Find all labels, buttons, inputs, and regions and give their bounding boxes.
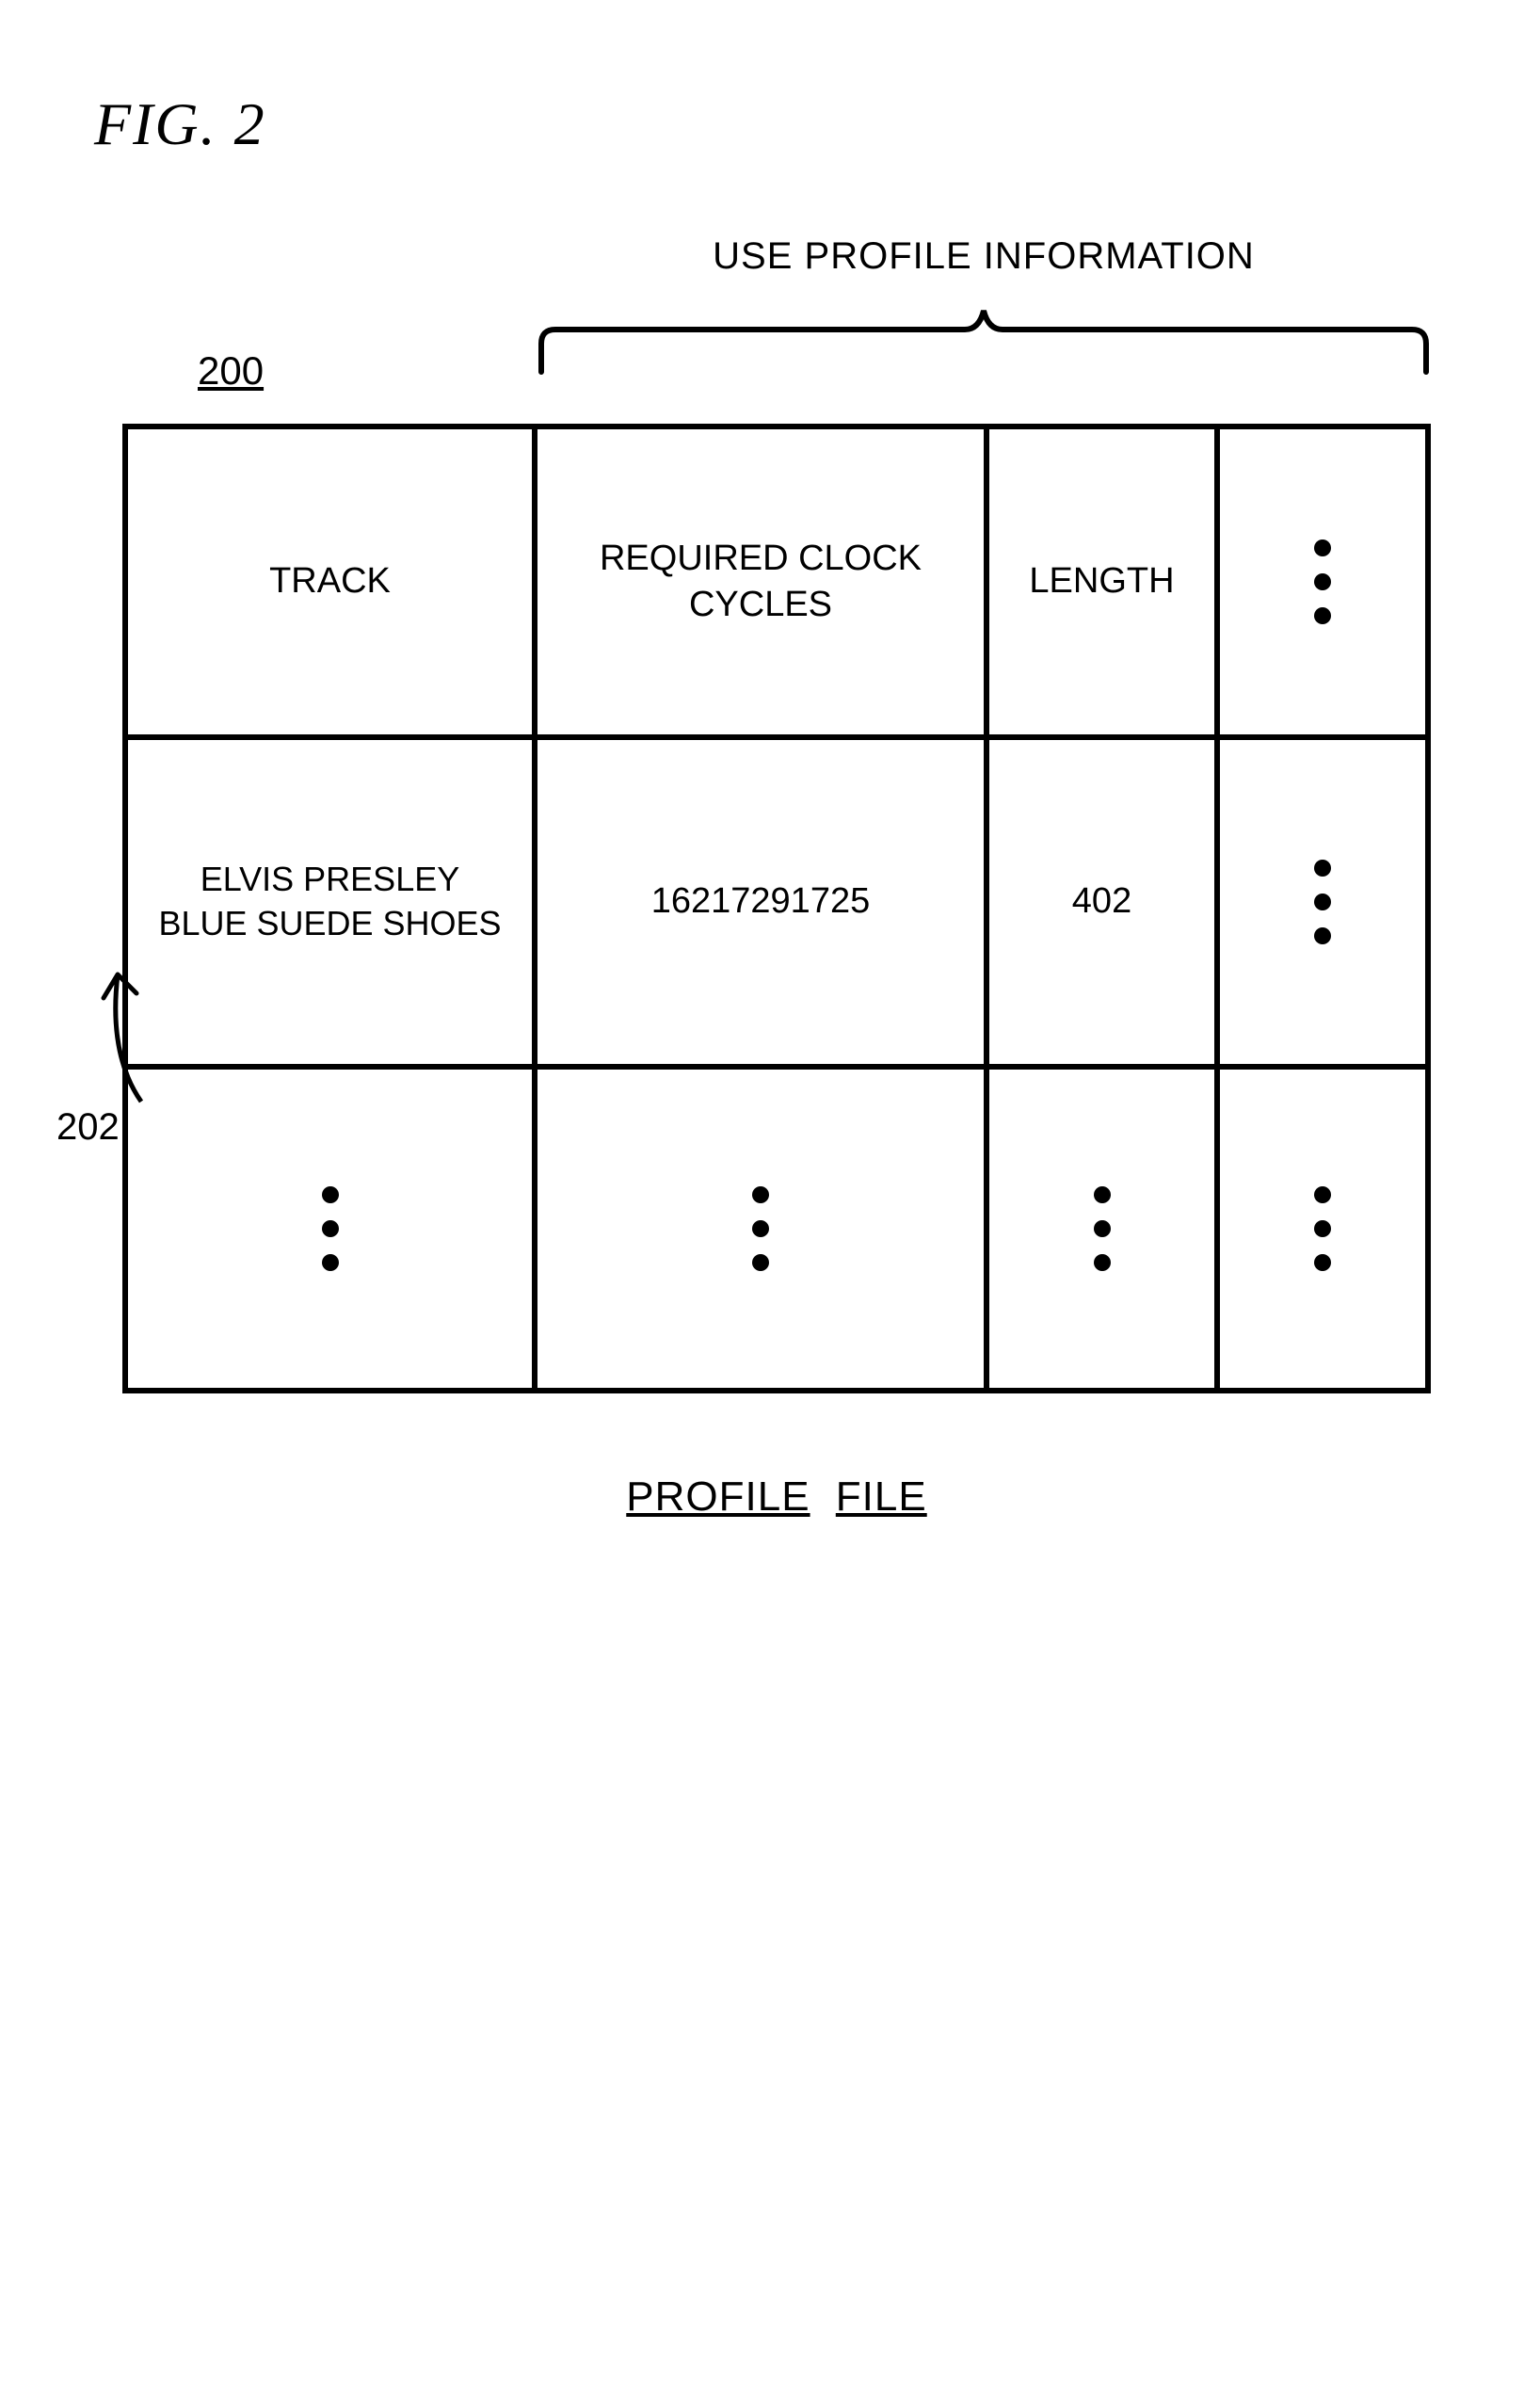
header-cell-track: TRACK — [128, 429, 532, 734]
ellipsis-icon — [1094, 1186, 1111, 1271]
figure-ref-number: 200 — [198, 348, 264, 394]
data-cell-length — [989, 1070, 1214, 1388]
data-cell-cycles — [537, 1070, 984, 1388]
data-cell-more — [1220, 1070, 1425, 1388]
header-text: LENGTH — [1029, 558, 1174, 604]
data-cell-length: 402 — [989, 740, 1214, 1064]
ellipsis-icon — [1314, 1186, 1331, 1271]
figure-label: FIG. 2 — [94, 89, 266, 159]
figure-ref-text: 200 — [198, 348, 264, 393]
profile-table: TRACK REQUIRED CLOCK CYCLES LENGTH ELVIS… — [122, 424, 1431, 1393]
caption-word-2: FILE — [836, 1473, 927, 1520]
data-cell-track: ELVIS PRESLEY BLUE SUEDE SHOES — [128, 740, 532, 1064]
cell-text: 402 — [1072, 878, 1131, 925]
cell-text: ELVIS PRESLEY BLUE SUEDE SHOES — [158, 858, 501, 946]
ellipsis-icon — [752, 1186, 769, 1271]
table-caption: PROFILE FILE — [122, 1473, 1431, 1521]
header-cell-more — [1220, 429, 1425, 734]
data-cell-track — [128, 1070, 532, 1388]
header-cell-length: LENGTH — [989, 429, 1214, 734]
ellipsis-icon — [1314, 539, 1331, 624]
ellipsis-icon — [322, 1186, 339, 1271]
data-cell-more — [1220, 740, 1425, 1064]
ellipsis-icon — [1314, 860, 1331, 944]
cell-text: 16217291725 — [651, 878, 870, 925]
header-cell-cycles: REQUIRED CLOCK CYCLES — [537, 429, 984, 734]
data-cell-cycles: 16217291725 — [537, 740, 984, 1064]
bracket-graphic — [537, 292, 1431, 377]
header-text: TRACK — [269, 558, 391, 604]
row-pointer-arrow — [56, 904, 169, 1120]
bracket-label: USE PROFILE INFORMATION — [537, 235, 1431, 278]
caption-word-1: PROFILE — [626, 1473, 810, 1520]
header-text: REQUIRED CLOCK CYCLES — [537, 536, 984, 629]
